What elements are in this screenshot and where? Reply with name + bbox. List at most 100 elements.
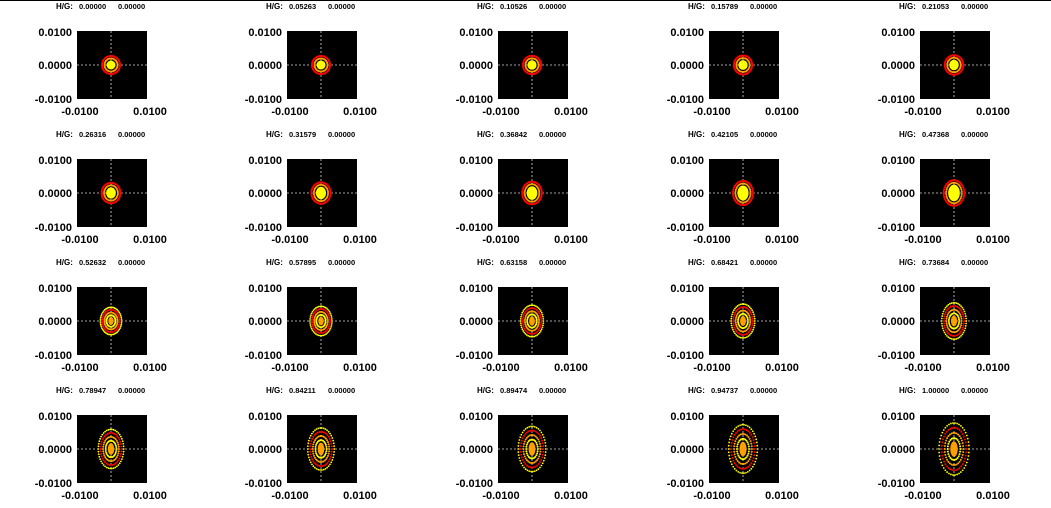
y-tick-label-bottom: -0.0100 xyxy=(456,222,493,234)
panel-second-value: 0.00000 xyxy=(328,2,355,11)
y-tick-label-bottom: -0.0100 xyxy=(35,350,72,362)
y-tick-label-top: 0.0100 xyxy=(670,27,704,39)
x-tick-label-right: 0.0100 xyxy=(976,234,1010,246)
spot-pattern xyxy=(100,181,122,205)
x-tick-label-left: -0.0100 xyxy=(482,106,519,118)
spot-mid-ring xyxy=(524,57,540,73)
spot-outer-ring xyxy=(97,428,125,470)
y-tick-label-mid: 0.0000 xyxy=(881,444,915,456)
panel-second-value: 0.00000 xyxy=(539,2,566,11)
spot-red-ring xyxy=(519,429,545,469)
spot-core xyxy=(526,186,538,200)
spot-inner-ring xyxy=(525,438,539,460)
panel-hg-value: 0.21053 xyxy=(922,2,949,11)
spot-inner-ring xyxy=(105,314,117,328)
panel-label-prefix: H/G: xyxy=(899,130,916,139)
y-tick-label-bottom: -0.0100 xyxy=(245,478,282,490)
y-tick-label-bottom: -0.0100 xyxy=(35,222,72,234)
panel-hg-value: 0.73684 xyxy=(922,258,950,267)
spot-inner-ring xyxy=(947,312,961,330)
panel-second-value: 0.00000 xyxy=(750,258,777,267)
panel-second-value: 0.00000 xyxy=(961,258,988,267)
spot-pattern xyxy=(943,54,965,76)
panel-hg-value: 0.15789 xyxy=(711,2,738,11)
spot-outer-ring xyxy=(306,427,336,471)
spot-core xyxy=(528,442,536,456)
spot-inner-ring xyxy=(104,439,118,459)
spot-mid-ring xyxy=(313,57,329,73)
panel-label-prefix: H/G: xyxy=(899,258,916,267)
y-tick-label-top: 0.0100 xyxy=(38,283,72,295)
spot-panel: H/G: 0.31579 0.00000 0.0100 0.0000 -0.0100-0.… xyxy=(245,130,377,246)
spot-pattern xyxy=(517,425,547,473)
panel-label-prefix: H/G: xyxy=(266,130,283,139)
x-tick-label-left: -0.0100 xyxy=(61,362,98,374)
x-tick-label-right: 0.0100 xyxy=(765,234,799,246)
x-tick-label-right: 0.0100 xyxy=(133,106,167,118)
spot-panel: H/G: 0.63158 0.00000 0.0100 0.0000 -0.0100-0.… xyxy=(456,258,588,374)
spot-core xyxy=(738,60,748,70)
spot-outer-ring xyxy=(943,54,965,76)
y-tick-label-bottom: -0.0100 xyxy=(35,478,72,490)
panel-label-prefix: H/G: xyxy=(899,2,916,11)
panel-hg-value: 0.94737 xyxy=(711,386,738,395)
spot-pattern xyxy=(732,54,754,76)
y-tick-label-mid: 0.0000 xyxy=(248,60,282,72)
x-tick-label-left: -0.0100 xyxy=(693,490,730,502)
spot-red-ring xyxy=(521,307,543,335)
x-tick-label-right: 0.0100 xyxy=(554,234,588,246)
y-tick-label-mid: 0.0000 xyxy=(38,188,72,200)
x-tick-label-left: -0.0100 xyxy=(271,106,308,118)
panel-second-value: 0.00000 xyxy=(961,386,988,395)
y-tick-label-bottom: -0.0100 xyxy=(667,94,704,106)
spot-outer-ring xyxy=(521,180,543,206)
y-tick-label-top: 0.0100 xyxy=(248,283,282,295)
x-tick-label-left: -0.0100 xyxy=(61,106,98,118)
spot-mid-ring xyxy=(103,311,119,331)
spot-pattern xyxy=(100,54,122,76)
y-tick-label-top: 0.0100 xyxy=(670,155,704,167)
spot-pattern xyxy=(97,428,125,470)
panel-second-value: 0.00000 xyxy=(539,130,566,139)
panel-hg-value: 0.63158 xyxy=(500,258,527,267)
y-tick-label-top: 0.0100 xyxy=(881,27,915,39)
panel-hg-value: 0.10526 xyxy=(500,2,527,11)
y-tick-label-bottom: -0.0100 xyxy=(456,94,493,106)
panel-label-prefix: H/G: xyxy=(688,258,705,267)
spot-outer-ring xyxy=(521,54,543,76)
x-tick-label-right: 0.0100 xyxy=(976,490,1010,502)
x-tick-label-right: 0.0100 xyxy=(976,362,1010,374)
spot-panel: H/G: 0.47368 0.00000 0.0100 0.0000 -0.0100-0.… xyxy=(878,130,1010,246)
spot-core xyxy=(106,187,116,199)
panel-label-prefix: H/G: xyxy=(56,130,73,139)
spot-mid-ring xyxy=(103,184,119,202)
x-tick-label-left: -0.0100 xyxy=(271,362,308,374)
y-tick-label-top: 0.0100 xyxy=(38,155,72,167)
spot-outer-ring xyxy=(731,179,755,207)
spot-red-ring xyxy=(732,306,754,336)
panel-hg-value: 0.78947 xyxy=(79,386,106,395)
y-tick-label-top: 0.0100 xyxy=(38,27,72,39)
y-tick-label-mid: 0.0000 xyxy=(38,444,72,456)
y-tick-label-top: 0.0100 xyxy=(881,411,915,423)
panel-second-value: 0.00000 xyxy=(961,2,988,11)
panel-label-prefix: H/G: xyxy=(266,2,283,11)
spot-outer-ring xyxy=(519,304,545,338)
spot-mid-ring xyxy=(945,181,963,205)
x-tick-label-left: -0.0100 xyxy=(904,490,941,502)
x-tick-label-left: -0.0100 xyxy=(693,362,730,374)
spot-core xyxy=(740,315,746,327)
y-tick-label-top: 0.0100 xyxy=(670,283,704,295)
spot-mid-ring xyxy=(103,57,119,73)
y-tick-label-mid: 0.0000 xyxy=(248,316,282,328)
spot-mid-ring xyxy=(735,57,751,73)
y-tick-label-bottom: -0.0100 xyxy=(878,222,915,234)
spot-mid-ring xyxy=(733,433,753,465)
spot-inner-ring xyxy=(526,313,538,329)
panel-second-value: 0.00000 xyxy=(328,258,355,267)
spot-outer-ring xyxy=(99,306,123,336)
spot-pattern xyxy=(940,301,968,341)
y-tick-label-top: 0.0100 xyxy=(881,283,915,295)
spot-outer-ring xyxy=(517,425,547,473)
x-tick-label-left: -0.0100 xyxy=(61,490,98,502)
